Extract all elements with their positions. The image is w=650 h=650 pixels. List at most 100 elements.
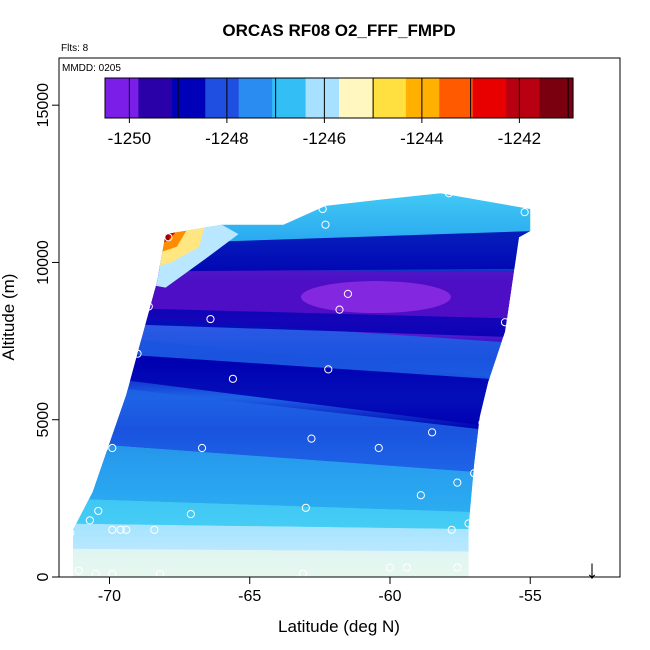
- colorbar-swatch: [539, 78, 557, 118]
- observation-point: [324, 365, 333, 374]
- observation-point: [133, 349, 142, 358]
- observation-point: [335, 305, 344, 314]
- colorbar-swatch: [506, 78, 524, 118]
- x-tick-label: -65: [238, 588, 261, 605]
- observation-point: [186, 509, 195, 519]
- colorbar-swatch: [322, 78, 340, 118]
- y-tick-label: 0: [35, 572, 52, 581]
- colorbar-swatch: [205, 78, 223, 118]
- observation-point: [108, 525, 117, 534]
- observation-point: [318, 204, 327, 214]
- observation-point: [197, 443, 207, 453]
- observation-point: [301, 503, 310, 512]
- colorbar-frame: [104, 77, 574, 119]
- observation-point: [453, 563, 462, 572]
- chart-title: ORCAS RF08 O2_FFF_FMPD: [222, 21, 455, 40]
- colorbar-swatch: [171, 78, 190, 118]
- colorbar-tick-label: -1248: [205, 129, 248, 148]
- observation-point: [99, 443, 108, 453]
- colorbar-swatch: [405, 78, 424, 118]
- x-tick-label: -60: [378, 588, 401, 605]
- date-annotation: MMDD: 0205: [62, 63, 121, 74]
- colorbar-swatch: [121, 78, 140, 118]
- observation-point: [228, 374, 238, 383]
- observation-point: [116, 525, 125, 534]
- colorbar-swatch: [105, 78, 123, 118]
- band-blue-mid: [73, 312, 531, 382]
- colorbar-swatch: [355, 78, 374, 118]
- observation-point: [385, 563, 395, 572]
- colorbar-swatch: [556, 78, 574, 118]
- observation-point: [108, 443, 117, 453]
- plot-area: [66, 189, 531, 578]
- observation-point: [206, 314, 215, 324]
- observation-point: [85, 516, 94, 525]
- plot-frame: [58, 57, 621, 578]
- colorbar-swatch: [238, 78, 257, 118]
- band-pale: [73, 523, 531, 552]
- colorbar-swatch: [472, 78, 491, 118]
- colorbar-tick-label: -1242: [498, 129, 541, 148]
- observation-point: [464, 519, 473, 528]
- observation-point: [500, 318, 510, 327]
- band-sky: [73, 441, 531, 515]
- colorbar-swatch: [422, 78, 440, 118]
- heatmap-field: [73, 193, 531, 577]
- observation-point: [321, 220, 330, 229]
- colorbar-swatch: [339, 78, 357, 118]
- band-surface: [73, 548, 531, 577]
- colorbar-swatch: [439, 78, 457, 118]
- observation-point: [374, 443, 383, 453]
- colorbar: -1250 -1248 -1246 -1244 -1242: [104, 77, 574, 148]
- observation-point: [307, 434, 316, 443]
- observation-point: [427, 428, 437, 437]
- x-tick-label: -55: [519, 588, 542, 605]
- colorbar-swatch: [138, 78, 156, 118]
- observation-point: [144, 302, 153, 311]
- observation-point: [402, 563, 411, 572]
- flights-annotation: Flts: 8: [61, 43, 89, 54]
- x-axis-label: Latitude (deg N): [278, 617, 400, 636]
- y-tick-label: 5000: [35, 402, 52, 438]
- direction-arrow-icon: ↓: [586, 554, 599, 584]
- colorbar-swatch: [456, 78, 474, 118]
- colorbar-swatch: [255, 78, 273, 118]
- y-tick-label: 10000: [35, 240, 52, 285]
- observation-point: [444, 189, 453, 198]
- y-tick-label: 15000: [35, 83, 52, 128]
- observation-point: [343, 289, 353, 299]
- band-cyan: [73, 498, 531, 530]
- observation-markers: [66, 189, 529, 578]
- colorbar-swatch: [522, 78, 541, 118]
- colorbar-tick-label: -1244: [400, 129, 443, 148]
- observation-point: [520, 208, 529, 217]
- band-blue-low: [73, 381, 531, 477]
- observation-point: [164, 233, 173, 242]
- observation-point: [74, 566, 83, 575]
- observation-point: [470, 469, 479, 478]
- colorbar-swatch: [372, 78, 390, 118]
- colorbar-swatch: [188, 78, 206, 118]
- observation-point: [150, 525, 159, 534]
- observation-point: [416, 491, 425, 500]
- colorbar-swatch: [288, 78, 307, 118]
- x-tick-label: -70: [98, 588, 121, 605]
- band-purple: [73, 268, 531, 320]
- colorbar-swatch: [489, 78, 507, 118]
- y-axis-label: Altitude (m): [0, 274, 18, 361]
- purple-core: [300, 281, 451, 314]
- colorbar-tick-label: -1250: [108, 129, 151, 148]
- observation-point: [66, 528, 75, 538]
- observation-point: [453, 478, 462, 487]
- colorbar-swatch: [155, 78, 173, 118]
- colorbar-swatch: [222, 78, 240, 118]
- colorbar-swatch: [389, 78, 407, 118]
- colorbar-swatch: [272, 78, 290, 118]
- observation-point: [122, 525, 131, 534]
- observation-point: [478, 418, 487, 427]
- observation-point: [447, 525, 456, 534]
- observation-point: [94, 506, 103, 516]
- colorbar-swatch: [305, 78, 323, 118]
- colorbar-tick-label: -1246: [303, 129, 346, 148]
